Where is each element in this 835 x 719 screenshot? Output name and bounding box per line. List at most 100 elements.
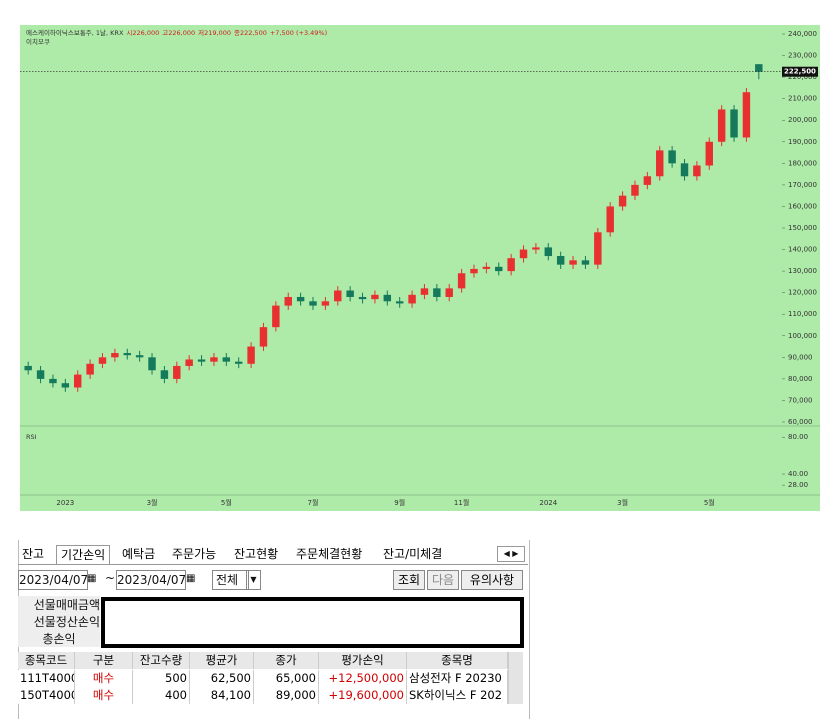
table-cell: 400 — [133, 687, 190, 704]
candle-body — [234, 361, 243, 364]
candle-body — [98, 357, 107, 364]
candle-body — [309, 301, 317, 306]
tab[interactable]: 잔고현황 — [234, 547, 279, 561]
candle-body — [160, 370, 169, 379]
x-tick-label: 5월 — [704, 498, 715, 507]
chart-header: 에스케이하이닉스보통주, 1날, KRX 시226,000 고226,000 저219… — [26, 28, 327, 37]
candle-body — [272, 305, 280, 328]
open-info: 시226,000 — [126, 29, 159, 37]
x-tick-label: 2024 — [539, 499, 557, 507]
column-header: 종목코드 — [18, 652, 75, 669]
candle-body — [222, 357, 231, 362]
tab[interactable]: 주문가능 — [172, 547, 217, 561]
candle-body — [395, 301, 404, 304]
candle-body — [445, 288, 453, 297]
tab[interactable]: 주문체결현황 — [296, 547, 363, 561]
candle-body — [24, 365, 32, 371]
y-tick-label: 110,000 — [788, 310, 817, 318]
candle-body — [742, 92, 751, 138]
tab[interactable]: 예탁금 — [122, 547, 156, 561]
candle-body — [606, 206, 614, 233]
candle-body — [36, 370, 45, 379]
table-cell: +12,500,000 — [319, 670, 407, 687]
x-tick-label: 7월 — [308, 498, 319, 507]
button[interactable]: 유의사항 — [461, 570, 523, 590]
title: 에스케이하이닉스보통주, 1날, KRX — [26, 28, 124, 37]
calendar-icon[interactable]: ▦ — [186, 573, 196, 584]
date-sep: ~ — [105, 571, 116, 585]
table-cell: 84,100 — [190, 687, 254, 704]
x-tick-label: 2023 — [56, 499, 74, 507]
y-tick-label: 210,000 — [788, 95, 817, 103]
summary-label: 선물정산손익 — [18, 613, 100, 630]
candle-body — [705, 141, 713, 166]
table-cell: 500 — [133, 670, 190, 687]
candle-body — [346, 290, 354, 297]
table-cell: 매수 — [75, 670, 133, 687]
close-info: 종222,500 — [234, 29, 267, 37]
candle-body — [755, 64, 763, 72]
candle-body — [173, 365, 181, 379]
last-price-tag — [782, 66, 818, 77]
y-tick-label: 70,000 — [788, 396, 813, 404]
x-tick-label: 3월 — [617, 498, 628, 507]
candle-body — [49, 378, 57, 384]
y-tick-label: 130,000 — [788, 267, 817, 275]
date-to[interactable]: 2023/04/07 — [116, 570, 186, 590]
candle-body — [247, 346, 255, 364]
y-tick-label: 180,000 — [788, 159, 817, 167]
date-from[interactable]: 2023/04/07 — [18, 570, 88, 590]
tab-active[interactable]: 기간손익 — [56, 545, 111, 564]
dropdown-arrow[interactable]: ▼ — [246, 570, 261, 590]
candle-body — [284, 296, 292, 306]
candle-body — [594, 232, 602, 265]
table-cell: +19,600,000 — [319, 687, 407, 704]
column-header: 종목명 — [407, 652, 508, 669]
y-tick-label: 200,000 — [788, 116, 817, 124]
table-cell: 111T4000 — [18, 670, 75, 687]
candle-body — [581, 260, 590, 265]
y-tick-label: 190,000 — [788, 138, 817, 146]
x-tick-label: 9월 — [394, 498, 405, 507]
candle-body — [210, 357, 218, 362]
candle-body — [519, 249, 528, 259]
candle-body — [259, 327, 268, 347]
candle-body — [135, 355, 144, 358]
x-tick-label: 11월 — [454, 498, 469, 507]
rsi-tick-label: 80.00 — [788, 433, 808, 441]
y-tick-label: 80,000 — [788, 375, 813, 383]
table-cell: 150T4000 — [18, 687, 75, 704]
table-cell: SK하이닉스 F 202 — [407, 687, 508, 704]
indicator-label: 이치모쿠 — [26, 37, 50, 46]
column-header: 평가손익 — [319, 652, 407, 669]
button[interactable]: 다음 — [427, 570, 459, 590]
rsi-label: RSI — [26, 433, 37, 441]
candle-body — [495, 266, 503, 272]
tab[interactable]: 잔고 — [22, 547, 45, 561]
button[interactable]: 조회 — [393, 570, 425, 590]
x-tick-label: 3월 — [147, 498, 158, 507]
y-tick-label: 100,000 — [788, 332, 817, 340]
column-header: 종가 — [254, 652, 319, 669]
scrollbar[interactable] — [508, 652, 523, 704]
table-cell: 매수 — [75, 687, 133, 704]
y-tick-label: 160,000 — [788, 202, 817, 210]
filter-select[interactable]: 전체 — [212, 570, 249, 590]
summary-label: 총손익 — [18, 630, 100, 647]
candle-body — [371, 294, 379, 300]
y-tick-label: 170,000 — [788, 181, 817, 189]
candle-body — [296, 296, 305, 302]
y-tick-label: 120,000 — [788, 289, 817, 297]
candle-body — [185, 359, 193, 366]
candle-body — [197, 359, 206, 362]
candle-body — [643, 176, 652, 185]
calendar-icon[interactable]: ▦ — [87, 573, 97, 584]
chart: 에스케이하이닉스보통주, 1날, KRX 시226,000 고226,000 저219… — [20, 25, 820, 511]
candle-body — [680, 163, 689, 177]
candle-body — [482, 266, 491, 269]
table-cell: 삼성전자 F 20230 — [407, 670, 508, 687]
candle-body — [433, 288, 441, 297]
column-header: 구분 — [75, 652, 133, 669]
tab[interactable]: 잔고/미체결 — [383, 547, 443, 561]
tab-scroll[interactable]: ◀ ▶ — [497, 546, 525, 562]
